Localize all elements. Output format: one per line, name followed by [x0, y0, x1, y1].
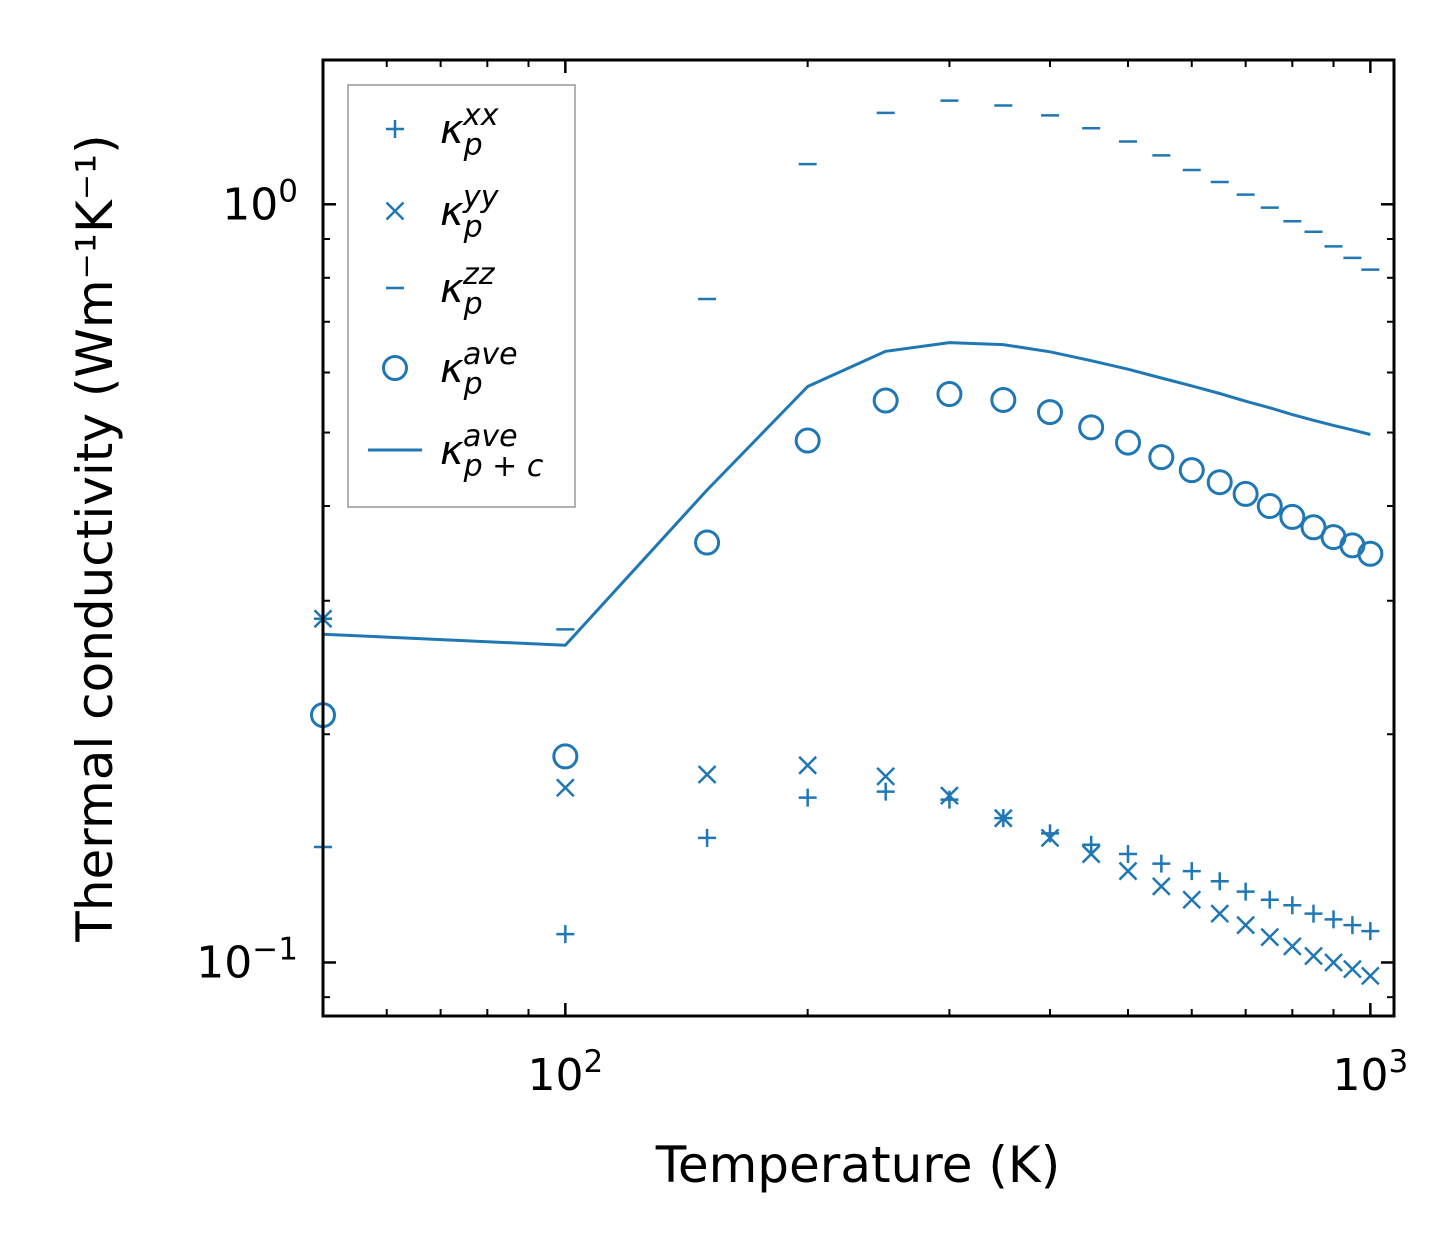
- data-point-kappa_p_xx: [1361, 922, 1380, 941]
- data-point-kappa_p_yy: [940, 786, 959, 805]
- data-point-kappa_p_ave: [1357, 540, 1384, 567]
- data-point-kappa_p_yy: [1236, 915, 1256, 935]
- series-kappa_p_xx: [314, 782, 1380, 944]
- data-point-kappa_p_ave: [1232, 480, 1259, 507]
- data-point-kappa_p_yy: [1040, 828, 1060, 848]
- legend-label-kappa_p_yy: κpyy: [440, 180, 500, 245]
- data-point-kappa_p_yy: [993, 808, 1013, 828]
- legend-label-kappa_p_ave: κpave: [440, 337, 518, 402]
- series-kappa_p_ave: [310, 381, 1384, 770]
- data-point-kappa_p_ave: [694, 529, 721, 556]
- data-point-kappa_p_ave: [1279, 503, 1306, 530]
- data-point-kappa_p_xx: [1119, 845, 1138, 864]
- legend-label-kappa_pc_ave: κp + cave: [440, 419, 544, 484]
- data-point-kappa_p_xx: [1082, 835, 1101, 854]
- x-axis-label: Temperature (K): [655, 1136, 1060, 1194]
- data-point-kappa_p_yy: [1182, 890, 1202, 910]
- data-point-kappa_p_ave: [1115, 429, 1142, 456]
- legend-handle-kappa_p_yy: [385, 201, 405, 221]
- data-point-kappa_p_xx: [876, 782, 895, 801]
- legend: κpxx κpyy κpzz κpave κp + cave: [347, 84, 576, 508]
- data-point-kappa_p_xx: [1304, 904, 1323, 923]
- data-point-kappa_p_xx: [1182, 862, 1201, 881]
- y-tick-label: 100: [222, 173, 298, 230]
- legend-box: [347, 84, 576, 508]
- data-point-kappa_p_xx: [798, 788, 817, 807]
- y-axis-label: Thermal conductivity (Wm⁻¹K⁻¹): [66, 134, 124, 942]
- data-point-kappa_p_ave: [1148, 444, 1175, 471]
- data-point-kappa_p_ave: [794, 427, 821, 454]
- data-point-kappa_p_ave: [552, 743, 579, 770]
- data-point-kappa_p_yy: [697, 765, 717, 784]
- y-tick-labels: 10−1 100: [196, 173, 298, 988]
- plot-content: [310, 99, 1384, 986]
- series-line-kappa_pc_ave: [322, 341, 1371, 647]
- data-point-kappa_p_yy: [1118, 861, 1138, 881]
- data-point-kappa_p_xx: [1152, 854, 1171, 873]
- data-point-kappa_p_ave: [1256, 493, 1283, 520]
- major-ticks: [323, 60, 1394, 1016]
- data-point-kappa_p_xx: [1210, 872, 1229, 891]
- data-point-kappa_p_xx: [1260, 890, 1279, 909]
- data-point-kappa_p_yy: [798, 755, 818, 775]
- data-point-kappa_p_yy: [1081, 844, 1101, 864]
- data-point-kappa_p_yy: [1360, 966, 1380, 986]
- data-point-kappa_p_xx: [1236, 882, 1255, 901]
- series-kappa_pc_ave: [322, 341, 1371, 647]
- data-point-kappa_p_ave: [990, 386, 1017, 413]
- data-point-kappa_p_yy: [555, 778, 575, 798]
- x-tick-label: 103: [1332, 1044, 1408, 1101]
- data-point-kappa_p_yy: [1282, 937, 1302, 956]
- data-point-kappa_p_yy: [1210, 904, 1230, 923]
- data-point-kappa_p_yy: [1324, 953, 1343, 972]
- data-point-kappa_p_xx: [1324, 910, 1343, 929]
- x-tick-labels: 102 103: [527, 1044, 1408, 1101]
- data-point-kappa_p_ave: [1178, 457, 1205, 484]
- legend-handle-kappa_p_ave: [382, 355, 408, 381]
- legend-label-kappa_p_zz: κpzz: [440, 257, 496, 322]
- data-point-kappa_p_yy: [1151, 877, 1171, 896]
- plot-frame: [321, 58, 1396, 1018]
- data-point-kappa_p_yy: [1260, 927, 1280, 947]
- data-point-kappa_p_xx: [940, 790, 959, 809]
- data-point-kappa_p_yy: [876, 766, 896, 786]
- legend-label-kappa_p_xx: κpxx: [440, 98, 499, 163]
- series-kappa_p_yy: [313, 609, 1380, 986]
- legend-handle-kappa_p_xx: [386, 120, 404, 138]
- data-point-kappa_p_ave: [1078, 414, 1105, 441]
- data-point-kappa_p_ave: [936, 381, 963, 408]
- data-point-kappa_p_ave: [872, 387, 899, 414]
- y-tick-label: 10−1: [196, 931, 298, 988]
- data-point-kappa_p_yy: [1304, 946, 1323, 966]
- data-point-kappa_p_xx: [698, 828, 717, 847]
- data-point-kappa_p_ave: [1206, 469, 1233, 496]
- x-tick-label: 102: [527, 1044, 603, 1101]
- data-point-kappa_p_ave: [1036, 399, 1063, 426]
- data-point-kappa_p_yy: [1343, 959, 1362, 979]
- data-point-kappa_p_xx: [1343, 916, 1362, 935]
- data-point-kappa_p_xx: [1283, 896, 1302, 915]
- data-point-kappa_p_xx: [556, 925, 575, 944]
